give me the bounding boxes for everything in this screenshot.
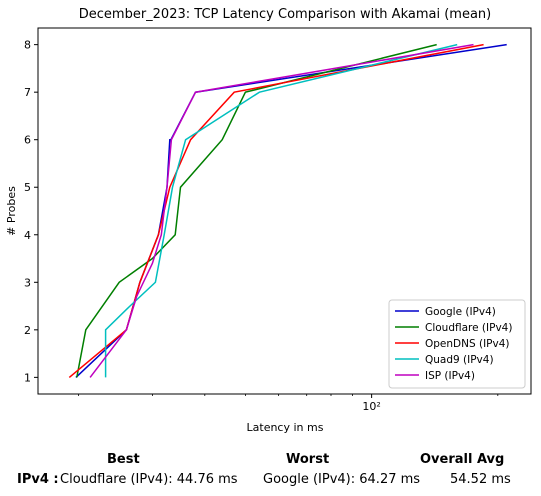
worst-value: Google (IPv4): 64.27 ms — [263, 472, 421, 487]
best-value: Cloudflare (IPv4): 44.76 ms — [60, 472, 238, 487]
overall-avg-value: 54.52 ms — [450, 472, 511, 487]
chart-title: December_2023: TCP Latency Comparison wi… — [79, 7, 491, 22]
overall-avg-header: Overall Avg — [420, 452, 505, 467]
series-line-2 — [76, 43, 437, 378]
y-axis-label: # Probes — [5, 186, 18, 236]
series-line-5 — [89, 43, 474, 378]
legend-label: Quad9 (IPv4) — [425, 354, 494, 366]
legend-label: Google (IPv4) — [425, 306, 496, 318]
legend-label: OpenDNS (IPv4) — [425, 338, 510, 350]
y-tick-label: 8 — [24, 39, 31, 52]
plot-frame — [37, 27, 532, 395]
x-tick-label: 10² — [362, 400, 380, 413]
y-tick-label: 4 — [24, 229, 31, 242]
ipv4-row-label: IPv4 : — [17, 472, 59, 487]
y-tick-label: 1 — [24, 371, 31, 384]
latency-chart: December_2023: TCP Latency Comparison wi… — [5, 7, 532, 434]
y-axis-ticks: 1 2 3 4 5 6 7 8 — [24, 39, 38, 384]
y-tick-label: 6 — [24, 134, 31, 147]
plot-area — [68, 43, 507, 378]
y-tick-label: 7 — [24, 86, 31, 99]
y-tick-label: 3 — [24, 276, 31, 289]
y-tick-label: 5 — [24, 181, 31, 194]
x-axis-ticks: 10² — [78, 394, 499, 413]
legend-label: Cloudflare (IPv4) — [425, 322, 512, 334]
chart-legend: Google (IPv4) Cloudflare (IPv4) OpenDNS (I… — [388, 299, 526, 389]
best-header: Best — [107, 452, 140, 467]
legend-label: ISP (IPv4) — [425, 370, 475, 382]
legend-box — [388, 299, 526, 389]
series-line-4 — [104, 43, 458, 378]
y-tick-label: 2 — [24, 324, 31, 337]
x-axis-label: Latency in ms — [247, 421, 324, 434]
summary-panel: Best Worst Overall Avg IPv4 : Cloudflare… — [0, 446, 541, 496]
worst-header: Worst — [286, 452, 330, 467]
